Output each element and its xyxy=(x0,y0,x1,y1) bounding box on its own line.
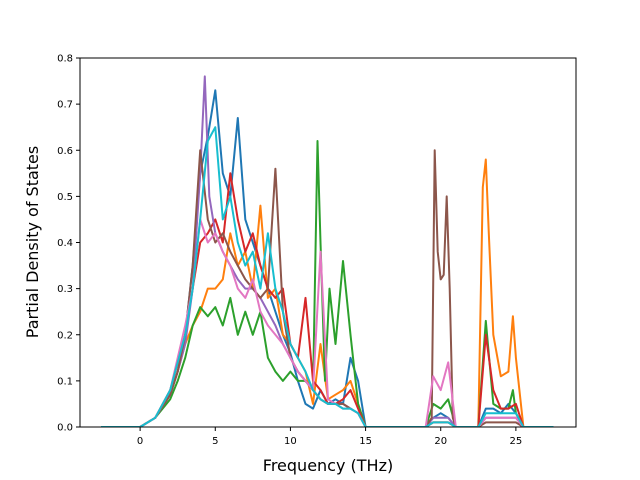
y-tick-label: 0.0 xyxy=(57,423,73,434)
y-tick-label: 0.3 xyxy=(57,284,73,295)
y-tick-label: 0.8 xyxy=(57,54,73,65)
x-tick-label: 15 xyxy=(359,436,372,447)
y-axis-label: Partial Density of States xyxy=(23,146,42,338)
series-line-8 xyxy=(101,126,554,427)
y-tick-label: 0.5 xyxy=(57,192,73,203)
series-group xyxy=(101,75,554,427)
y-axis-ticks: 0.0 0.1 0.2 0.3 0.4 0.5 0.6 0.7 0.8 xyxy=(57,54,80,434)
y-tick-label: 0.4 xyxy=(57,238,73,249)
x-tick-label: 25 xyxy=(510,436,523,447)
series-line-2 xyxy=(101,158,554,427)
x-axis-ticks: 0 5 10 15 20 25 xyxy=(137,427,522,447)
x-tick-label: 0 xyxy=(137,436,143,447)
plot-area xyxy=(80,58,576,427)
x-tick-label: 20 xyxy=(434,436,447,447)
x-axis-label: Frequency (THz) xyxy=(263,456,393,475)
series-line-7 xyxy=(101,218,554,427)
x-tick-label: 5 xyxy=(212,436,218,447)
y-tick-label: 0.1 xyxy=(57,376,73,387)
x-tick-label: 10 xyxy=(284,436,297,447)
y-tick-label: 0.6 xyxy=(57,146,73,157)
series-line-4 xyxy=(101,172,554,427)
y-tick-label: 0.7 xyxy=(57,100,73,111)
y-tick-label: 0.2 xyxy=(57,330,73,341)
